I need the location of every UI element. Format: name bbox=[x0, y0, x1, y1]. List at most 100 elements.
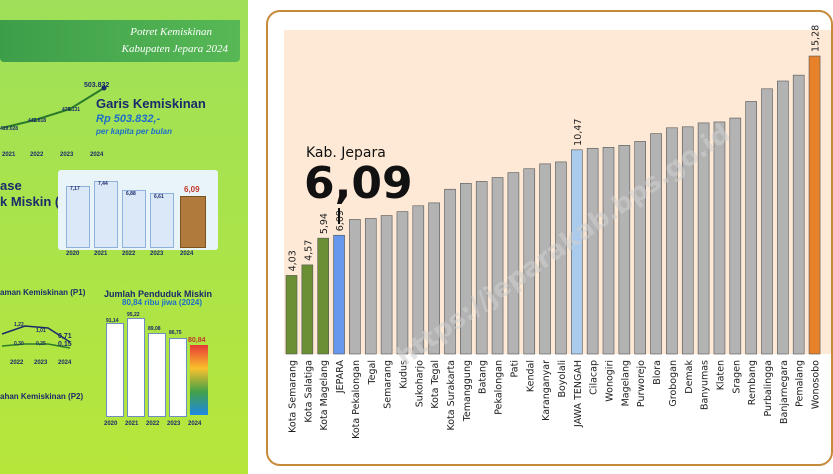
jumlah-bar bbox=[190, 345, 208, 415]
p1-line-chart bbox=[1, 325, 71, 349]
bar-pemalang bbox=[792, 74, 805, 355]
jumlah-year: 2024 bbox=[188, 421, 202, 427]
category-label: Kota Semarang bbox=[288, 360, 299, 433]
jumlah-year: 2022 bbox=[146, 421, 160, 427]
persentase-year: 2021 bbox=[94, 251, 108, 257]
bar-banjarnegara bbox=[777, 80, 789, 355]
p1-label: 0,30 bbox=[14, 341, 24, 347]
category-label: Purbalingga bbox=[763, 360, 774, 417]
bar-jawa-tengah bbox=[570, 149, 583, 355]
p1-year: 2023 bbox=[34, 360, 48, 366]
persentase-bar bbox=[94, 181, 118, 248]
garis-unit: per kapita per bulan bbox=[96, 127, 173, 136]
value-label: 6,09 bbox=[335, 210, 346, 231]
category-label: Kendal bbox=[525, 360, 536, 392]
category-label: Semarang bbox=[383, 360, 394, 409]
category-label: Karanganyar bbox=[541, 360, 552, 421]
jumlah-title: Jumlah Penduduk Miskin bbox=[104, 289, 213, 299]
persentase-label: 7,17 bbox=[70, 186, 80, 192]
bar-jepara bbox=[333, 234, 345, 355]
bar-purbalingga bbox=[761, 88, 773, 355]
annotation-label: Kab. Jepara bbox=[306, 145, 386, 161]
bar-boyolali bbox=[555, 161, 567, 355]
category-label: Batang bbox=[478, 360, 489, 394]
bar-pekalongan bbox=[491, 177, 504, 355]
category-label: JEPARA bbox=[335, 360, 346, 395]
category-label: Kota Magelang bbox=[319, 360, 330, 431]
persentase-year: 2024 bbox=[180, 251, 194, 257]
bar-kota-tegal bbox=[428, 202, 440, 355]
bar-kota-semarang bbox=[285, 275, 298, 355]
bar-kota-salatiga bbox=[301, 264, 314, 355]
bar-wonosobo bbox=[808, 55, 821, 355]
category-label: Kota Salatiga bbox=[303, 360, 314, 423]
bar-temanggung bbox=[460, 183, 472, 355]
infographic-panel: Potret Kemiskinan Kabupaten Jepara 2024 … bbox=[0, 0, 248, 474]
jumlah-label: 95,22 bbox=[127, 312, 140, 318]
bar-kudus bbox=[396, 211, 409, 355]
category-label: Wonosobo bbox=[811, 360, 822, 409]
garis-value-2023: 479.131 bbox=[62, 107, 81, 113]
garis-year-2024: 2024 bbox=[90, 152, 104, 158]
jumlah-label: 80,84 bbox=[188, 337, 206, 344]
category-label: Pati bbox=[509, 360, 520, 378]
bar-demak bbox=[681, 126, 694, 355]
value-label: 5,94 bbox=[319, 213, 330, 234]
category-label: Pekalongan bbox=[494, 360, 505, 415]
bar-sukoharjo bbox=[412, 205, 425, 355]
chart-card: Kota Semarang 4,03 Kota Salatiga 4,57 Kota M… bbox=[266, 10, 833, 466]
jumlah-bar bbox=[106, 323, 124, 417]
garis-value-text: Rp 503.832,- bbox=[96, 113, 161, 125]
category-label: Kota Tegal bbox=[430, 360, 441, 409]
bar-magelang bbox=[618, 145, 631, 355]
category-label: Wonogiri bbox=[605, 360, 616, 402]
bar-batang bbox=[475, 181, 488, 355]
bar-grobogan bbox=[666, 127, 678, 355]
value-label: 15,28 bbox=[811, 25, 822, 52]
persentase-year: 2020 bbox=[66, 251, 80, 257]
bar-purworejo bbox=[634, 141, 647, 355]
category-label: Sukoharjo bbox=[414, 360, 425, 407]
category-label: Rembang bbox=[747, 360, 758, 405]
garis-value-2024: 503.832 bbox=[84, 82, 110, 89]
p1-label: 0,25 bbox=[36, 341, 46, 347]
p1-year: 2022 bbox=[10, 360, 24, 366]
persentase-label: 6,61 bbox=[154, 194, 164, 200]
bar-kota-surakarta bbox=[444, 188, 456, 355]
value-label: 4,57 bbox=[303, 240, 314, 261]
persentase-label: 6,88 bbox=[126, 191, 136, 197]
garis-title: Garis Kemiskinan bbox=[96, 96, 206, 111]
bar-kendal bbox=[523, 168, 536, 355]
bar-wonogiri bbox=[602, 147, 615, 355]
bar-kota-pekalongan bbox=[349, 219, 361, 355]
persentase-year: 2023 bbox=[150, 251, 164, 257]
jumlah-bar bbox=[169, 338, 187, 417]
garis-year-2022: 2022 bbox=[30, 152, 44, 158]
p1-title: aman Kemiskinan (P1) bbox=[0, 288, 86, 297]
value-label: 10,47 bbox=[573, 119, 584, 146]
jumlah-year: 2021 bbox=[125, 421, 139, 427]
category-label: Boyolali bbox=[557, 360, 568, 398]
category-label: Cilacap bbox=[589, 360, 600, 395]
p1-label: 1,01 bbox=[36, 328, 46, 334]
category-label: Kota Surakarta bbox=[446, 360, 457, 431]
value-label: 4,03 bbox=[288, 250, 299, 271]
infographic-header: Potret Kemiskinan Kabupaten Jepara 2024 bbox=[0, 20, 240, 62]
garis-line-chart bbox=[1, 85, 107, 129]
bar-klaten bbox=[713, 121, 726, 355]
category-label: Pemalang bbox=[795, 360, 806, 407]
jumlah-label: 91,14 bbox=[106, 318, 119, 324]
p1-year: 2024 bbox=[58, 360, 72, 366]
category-label: Temanggung bbox=[462, 360, 473, 422]
garis-value-2021: 419.028 bbox=[0, 126, 19, 132]
category-label: JAWA TENGAH bbox=[573, 360, 584, 428]
persentase-bar bbox=[150, 193, 174, 248]
bar-banyumas bbox=[697, 122, 710, 355]
header-line1: Potret Kemiskinan bbox=[130, 26, 212, 38]
category-label: Magelang bbox=[620, 360, 631, 406]
p1-label: 0,71 bbox=[58, 333, 72, 340]
category-label: Grobogan bbox=[668, 360, 679, 407]
persentase-title-a: ase bbox=[0, 178, 22, 193]
category-label: Tegal bbox=[367, 360, 378, 386]
persentase-label: 6,09 bbox=[184, 185, 200, 194]
